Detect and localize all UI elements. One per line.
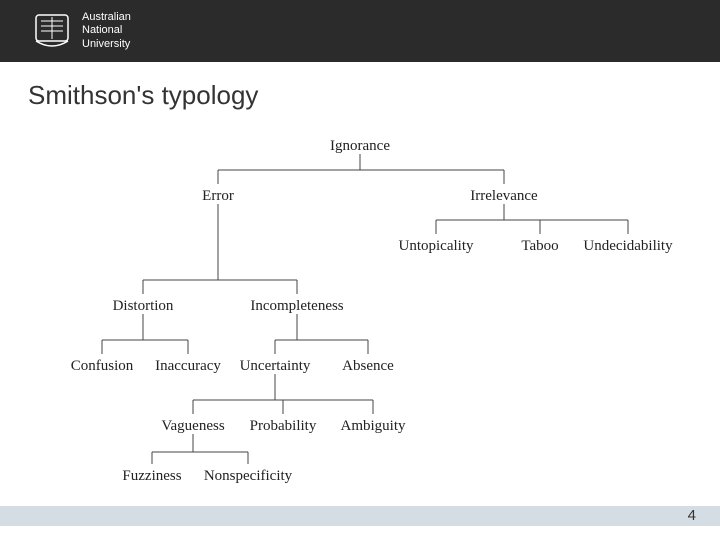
tree-node-nonspecificity: Nonspecificity xyxy=(204,468,292,485)
tree-node-inaccuracy: Inaccuracy xyxy=(155,358,221,375)
footer-bar xyxy=(0,506,720,526)
org-line3: University xyxy=(82,38,131,51)
tree-node-undecidability: Undecidability xyxy=(583,238,672,255)
logo-text: Australian National University xyxy=(82,11,131,51)
tree-node-taboo: Taboo xyxy=(521,238,558,255)
tree-node-uncertainty: Uncertainty xyxy=(240,358,311,375)
tree-node-vagueness: Vagueness xyxy=(161,418,224,435)
tree-node-ambiguity: Ambiguity xyxy=(340,418,405,435)
tree-node-irrelevance: Irrelevance xyxy=(470,188,537,205)
org-line1: Australian xyxy=(82,11,131,24)
tree-node-absence: Absence xyxy=(342,358,394,375)
tree-node-untopicality: Untopicality xyxy=(399,238,474,255)
tree-node-incompleteness: Incompleteness xyxy=(250,298,343,315)
tree-node-error: Error xyxy=(202,188,234,205)
tree-node-ignorance: Ignorance xyxy=(330,138,390,155)
tree-connectors xyxy=(0,130,720,490)
anu-crest-icon xyxy=(30,9,74,53)
tree-node-fuzziness: Fuzziness xyxy=(122,468,181,485)
org-line2: National xyxy=(82,24,131,37)
tree-node-confusion: Confusion xyxy=(71,358,134,375)
typology-diagram: Ignorance Error Irrelevance Untopicality Tab… xyxy=(0,130,720,490)
page-number: 4 xyxy=(688,507,696,524)
page-title: Smithson's typology xyxy=(0,62,720,111)
tree-node-probability: Probability xyxy=(250,418,317,435)
header-bar: Australian National University xyxy=(0,0,720,62)
logo-block: Australian National University xyxy=(30,9,131,53)
tree-node-distortion: Distortion xyxy=(113,298,174,315)
